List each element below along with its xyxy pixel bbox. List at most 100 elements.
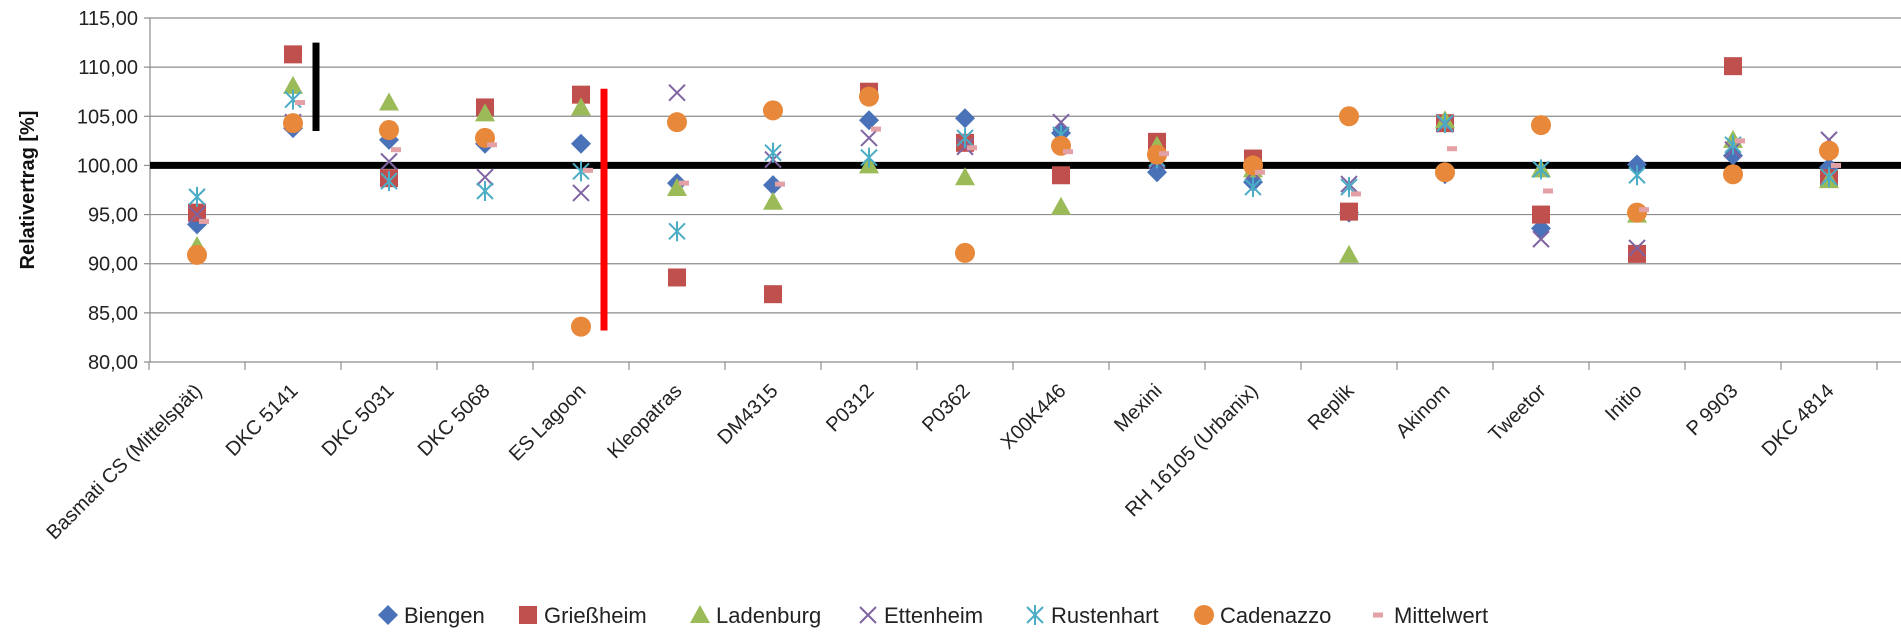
point-circle (1147, 144, 1167, 165)
legend-item: Biengen (378, 603, 485, 628)
point-circle (1627, 202, 1647, 223)
point-dash (1447, 146, 1457, 152)
legend-label: Rustenhart (1051, 603, 1159, 628)
point-dash (1159, 151, 1169, 157)
legend-item: Mittelwert (1373, 603, 1488, 628)
gridlines (144, 17, 1901, 363)
x-tick-label: Initio (1601, 380, 1646, 425)
point-dash (487, 142, 497, 148)
point-dash (967, 145, 977, 151)
point-dash (583, 167, 593, 173)
point-square (284, 45, 302, 64)
x-tick-label: Tweetor (1485, 380, 1551, 446)
point-asterisk (1628, 165, 1646, 186)
x-tick-label: X00K446 (997, 380, 1071, 454)
point-x (668, 83, 686, 102)
x-tick-label: Replik (1304, 379, 1360, 435)
legend-label: Mittelwert (1394, 603, 1488, 628)
point-square (1628, 244, 1646, 263)
point-circle (1819, 140, 1839, 161)
y-tick-label: 100,00 (77, 155, 138, 177)
x-axis-ticks: Basmati CS (Mittelspät) DKC 5141 DKC 5031 D… (42, 362, 1878, 544)
point-asterisk (572, 161, 590, 182)
point-triangle (283, 75, 303, 94)
point-diamond (859, 110, 879, 131)
point-circle (283, 113, 303, 134)
legend-marker (859, 606, 877, 624)
x-tick-label: DM4315 (714, 380, 783, 449)
point-dash (1255, 169, 1265, 175)
legend-marker (1026, 605, 1044, 625)
point-square (1724, 57, 1742, 76)
point-x (572, 184, 590, 202)
point-asterisk (1436, 113, 1454, 134)
y-axis-ticks: 80,00 85,00 90,00 95,00 100,00 105,00 110,00 11… (77, 8, 138, 374)
point-x (1532, 230, 1550, 248)
legend-item: Ladenburg (690, 603, 821, 628)
legend-marker (378, 605, 398, 625)
x-tick-label: DKC 5068 (414, 380, 495, 461)
x-tick-label: DKC 5031 (318, 380, 399, 461)
point-x (1052, 113, 1070, 131)
legend-label: Grießheim (544, 603, 647, 628)
point-asterisk (956, 127, 974, 148)
y-tick-label: 80,00 (88, 352, 138, 374)
point-asterisk (860, 147, 878, 168)
series-cadenazzo (187, 86, 1839, 337)
series-mittelwert (199, 100, 1841, 224)
point-asterisk (284, 89, 302, 110)
point-asterisk (1244, 177, 1262, 198)
point-dash (1735, 138, 1745, 144)
legend-item: Cadenazzo (1194, 603, 1331, 628)
point-dash (1831, 162, 1841, 168)
point-circle (379, 120, 399, 141)
point-x (1628, 239, 1646, 257)
point-triangle (379, 92, 399, 111)
legend-label: Cadenazzo (1220, 603, 1331, 628)
y-tick-label: 90,00 (88, 254, 138, 276)
point-circle (571, 316, 591, 337)
error-bars (312, 42, 608, 331)
point-x (476, 168, 494, 186)
point-dash (1351, 191, 1361, 197)
point-x (860, 129, 878, 147)
point-asterisk (1532, 159, 1550, 180)
x-tick-label: Akinom (1392, 380, 1455, 443)
legend-item: Ettenheim (859, 603, 983, 628)
y-axis-label: Relativertrag [%] (17, 111, 39, 270)
x-tick-label: P0362 (918, 380, 974, 436)
point-square (1532, 205, 1550, 224)
point-x (380, 152, 398, 171)
y-tick-label: 110,00 (78, 57, 138, 79)
legend-marker (1194, 605, 1214, 625)
point-triangle (955, 167, 975, 186)
legend-label: Ladenburg (716, 603, 821, 628)
series-grießheim (188, 45, 1838, 304)
series-biengen (187, 108, 1839, 239)
point-dash (871, 126, 881, 132)
legend-label: Ettenheim (884, 603, 983, 628)
point-dash (199, 218, 209, 224)
point-dash (775, 181, 785, 187)
legend-marker (519, 606, 537, 624)
point-asterisk (764, 142, 782, 163)
legend-marker (690, 605, 710, 623)
point-dash (295, 100, 305, 106)
legend-item: Rustenhart (1026, 603, 1159, 628)
point-triangle (667, 178, 687, 197)
point-circle (1435, 162, 1455, 183)
point-circle (763, 100, 783, 121)
point-asterisk (380, 171, 398, 192)
point-dash (391, 147, 401, 153)
point-triangle (571, 97, 591, 116)
point-asterisk (1820, 167, 1838, 188)
x-tick-label: ES Lagoon (505, 380, 591, 466)
point-diamond (955, 108, 975, 129)
point-circle (187, 244, 207, 265)
point-circle (1531, 115, 1551, 136)
point-asterisk (668, 221, 686, 242)
point-asterisk (188, 186, 206, 207)
legend-item: Grießheim (519, 603, 647, 628)
point-triangle (763, 191, 783, 210)
x-tick-label: DKC 4814 (1758, 380, 1839, 461)
